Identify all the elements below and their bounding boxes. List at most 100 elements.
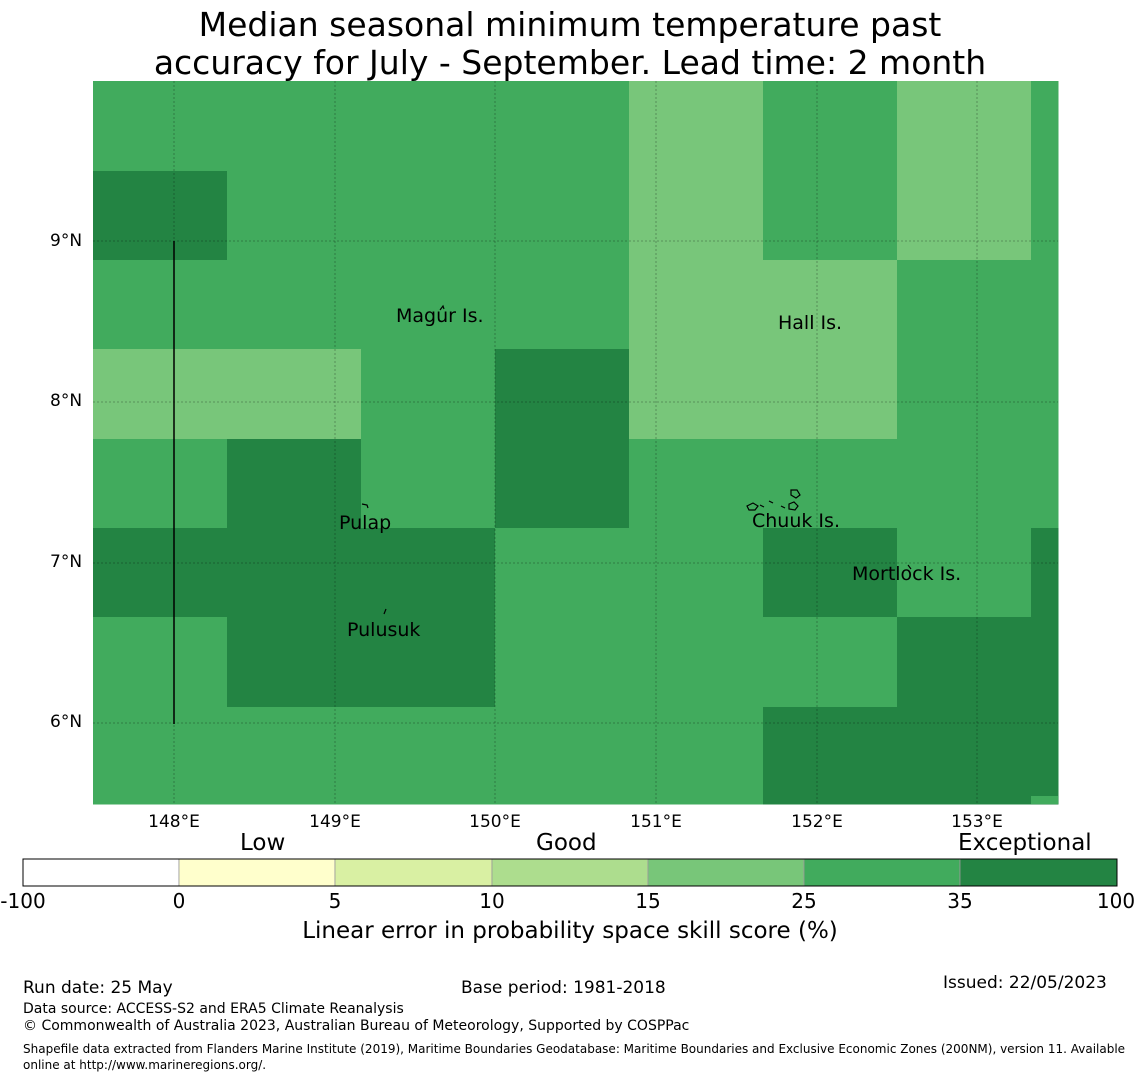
skill-cell (1031, 171, 1059, 261)
skill-cell (93, 528, 228, 618)
skill-cell (93, 439, 228, 529)
skill-cell (629, 81, 764, 172)
skill-cell (629, 349, 764, 440)
skill-cell (361, 617, 496, 708)
skill-cell (763, 528, 898, 618)
lat-label: 6°N (50, 712, 83, 732)
pulusuk-island-shape (383, 608, 387, 615)
skill-cell (361, 349, 496, 440)
chuuk-island-shape-3 (768, 500, 774, 504)
map-title-line-2: accuracy for July - September. Lead time… (153, 43, 987, 82)
lon-label: 152°E (791, 812, 843, 832)
skill-cell (495, 707, 630, 805)
chuuk-island-shape-1 (746, 502, 759, 511)
skill-cell (1031, 796, 1058, 804)
skill-cell (897, 171, 1032, 261)
skill-cell (361, 707, 496, 805)
skill-cell (227, 260, 362, 350)
lat-label: 9°N (50, 231, 83, 251)
skill-cell (361, 171, 496, 261)
base-period: Base period: 1981-2018 (461, 978, 666, 998)
colorbar-frame (22, 858, 1118, 887)
skill-cell (897, 528, 1032, 618)
lon-label: 148°E (148, 812, 200, 832)
skill-cell (763, 349, 898, 440)
skill-cell (897, 349, 1032, 440)
skill-cell (1031, 707, 1059, 805)
chuuk-island-shape-6 (788, 501, 799, 511)
skill-cell (1031, 439, 1059, 529)
colorbar-tick-label: 100 (1096, 889, 1136, 913)
mortlock-island-shape (907, 564, 912, 570)
skill-cell (763, 707, 898, 805)
skill-cell (93, 260, 228, 350)
colorbar-tick-label: 0 (172, 889, 186, 913)
skill-cell (1031, 260, 1059, 350)
skill-cell (629, 260, 764, 350)
colorbar-tick-label: 15 (635, 889, 661, 913)
skill-cell (1031, 81, 1059, 172)
colorbar-tick-label: -100 (0, 889, 46, 913)
run-date: Run date: 25 May (23, 978, 173, 998)
skill-cell (495, 617, 630, 708)
colorbar-tick-label: 25 (791, 889, 817, 913)
skill-cell (763, 81, 898, 172)
skill-cell (227, 707, 362, 805)
colorbar (22, 858, 1118, 887)
colorbar-category-good: Good (536, 830, 597, 856)
skill-cell (361, 528, 496, 618)
colorbar-category-low: Low (240, 830, 286, 856)
skill-cell (897, 439, 1032, 529)
skill-cell (629, 707, 764, 805)
skill-cell (1031, 528, 1059, 618)
map-title-line-1: Median seasonal minimum temperature past (198, 5, 942, 44)
copyright: © Commonwealth of Australia 2023, Austra… (23, 1018, 690, 1034)
skill-cell (361, 439, 496, 529)
skill-cell (897, 81, 1032, 172)
skill-cell (763, 260, 898, 350)
colorbar-tick-label: 10 (479, 889, 505, 913)
colorbar-tick-label: 5 (328, 889, 342, 913)
skill-cell (629, 617, 764, 708)
skill-cell (93, 171, 228, 261)
skill-cell (361, 260, 496, 350)
lat-label: 8°N (50, 391, 83, 411)
colorbar-segment (959, 858, 1118, 887)
colorbar-segment (491, 858, 649, 887)
skill-cell (361, 81, 496, 172)
lon-label: 150°E (469, 812, 521, 832)
place-label-hall: Hall Is. (778, 312, 843, 334)
skill-cell (495, 439, 630, 529)
data-source: Data source: ACCESS-S2 and ERA5 Climate … (23, 1001, 404, 1017)
island-outlines (361, 304, 912, 615)
issued-date: Issued: 22/05/2023 (943, 973, 1107, 993)
colorbar-tick-label: 35 (947, 889, 973, 913)
skill-cell (495, 260, 630, 350)
place-label-chuuk: Chuuk Is. (752, 510, 840, 532)
colorbar-segment (178, 858, 336, 887)
skill-cell (227, 617, 362, 708)
skill-cell (227, 349, 362, 440)
skill-cell (763, 439, 898, 529)
place-label-magur: Magur Is. (396, 305, 484, 327)
place-label-mortlock: Mortlock Is. (852, 563, 962, 585)
chuuk-island-shape-2 (759, 504, 765, 508)
skill-cell (897, 707, 1032, 805)
skill-cell (495, 528, 630, 618)
skill-cell (227, 171, 362, 261)
shapefile-credit: Shapefile data extracted from Flanders M… (23, 1042, 1126, 1072)
colorbar-segment (334, 858, 493, 887)
skill-cells (93, 81, 1059, 805)
skill-cell (763, 171, 898, 261)
skill-cell (629, 171, 764, 261)
skill-cell (1031, 349, 1059, 440)
colorbar-segment (803, 858, 961, 887)
skill-cell (227, 81, 362, 172)
skill-cell (495, 171, 630, 261)
skill-cell (495, 81, 630, 172)
skill-cell (629, 439, 764, 529)
pulap-island-shape (361, 503, 369, 509)
skill-cell (227, 528, 362, 618)
lon-label: 151°E (630, 812, 682, 832)
